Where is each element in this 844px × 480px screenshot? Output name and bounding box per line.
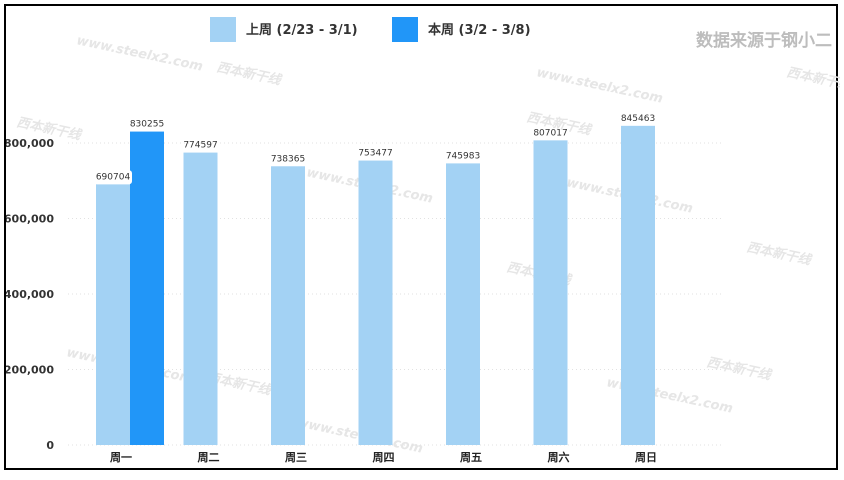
bar[interactable] xyxy=(446,163,480,445)
data-label: 745983 xyxy=(446,151,480,161)
legend-swatch-last-week[interactable] xyxy=(210,17,236,42)
data-label: 753477 xyxy=(358,149,392,159)
legend-swatch-this-week[interactable] xyxy=(392,17,418,42)
bars xyxy=(96,125,655,446)
chart-frame: www.steelx2.com www.steelx2.com www.steelx… xyxy=(4,4,840,470)
bar[interactable] xyxy=(621,125,655,446)
y-tick-label: 0 xyxy=(46,439,54,452)
x-tick-label: 周三 xyxy=(285,451,307,464)
watermark-brand: 西本新干线 xyxy=(215,59,284,89)
bar-chart: www.steelx2.comwww.steelx2.comwww.steelx… xyxy=(6,17,840,464)
data-label: 845463 xyxy=(621,114,655,124)
legend-label-this-week[interactable]: 本周 (3/2 - 3/8) xyxy=(428,22,531,38)
legend-label-last-week[interactable]: 上周 (2/23 - 3/1) xyxy=(246,23,358,38)
bar[interactable] xyxy=(130,131,164,445)
data-label: 830255 xyxy=(130,120,164,130)
watermark-brand: 西本新干线 xyxy=(745,239,814,269)
data-label-box xyxy=(94,170,132,185)
data-label: 690704 xyxy=(96,172,131,182)
bar[interactable] xyxy=(358,160,393,445)
watermark-brand: 西本新干线 xyxy=(705,354,774,384)
y-axis: 0 200,000 400,000 600,000 800,000 xyxy=(6,137,54,452)
y-tick-label: 600,000 xyxy=(6,213,54,226)
data-label: 807017 xyxy=(533,128,567,138)
y-tick-label: 800,000 xyxy=(6,137,54,150)
x-tick-label: 周二 xyxy=(198,451,220,464)
data-label: 738365 xyxy=(271,154,305,164)
bar[interactable] xyxy=(533,140,568,446)
x-tick-label: 周一 xyxy=(110,451,132,464)
x-tick-label: 周日 xyxy=(635,451,657,464)
source-note: 数据来源于钢小二 xyxy=(696,30,832,51)
x-tick-label: 周六 xyxy=(548,450,570,464)
grid-lines xyxy=(68,142,724,446)
legend[interactable]: 上周 (2/23 - 3/1) 本周 (3/2 - 3/8) xyxy=(210,17,531,42)
watermark-brand: 西本新干线 xyxy=(785,64,840,94)
x-axis: 周一 周二 周三 周四 周五 周六 周日 xyxy=(110,450,657,464)
bar[interactable] xyxy=(96,184,130,445)
y-tick-label: 400,000 xyxy=(6,288,54,301)
watermark-url: www.steelx2.com xyxy=(75,33,204,74)
x-tick-label: 周五 xyxy=(460,451,482,464)
data-label: 774597 xyxy=(183,141,217,151)
data-labels: 690704 830255 774597 738365 753477 745983 8070… xyxy=(94,114,655,185)
x-tick-label: 周四 xyxy=(373,451,395,464)
watermark-url: www.steelx2.com xyxy=(535,65,664,106)
bar[interactable] xyxy=(271,166,305,445)
bar[interactable] xyxy=(183,152,218,445)
y-tick-label: 200,000 xyxy=(6,364,54,377)
